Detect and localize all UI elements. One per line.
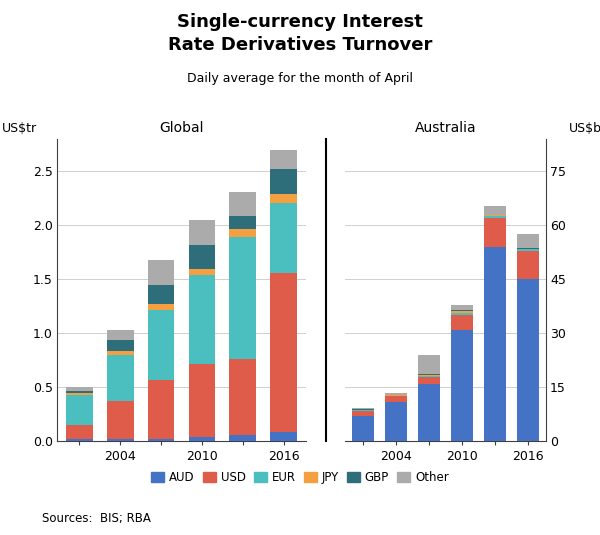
Bar [66, 439, 93, 441]
Bar [352, 411, 374, 416]
Bar [352, 408, 374, 409]
Bar [188, 245, 215, 269]
Bar [107, 330, 134, 340]
Bar [188, 220, 215, 245]
Bar [484, 218, 506, 247]
Bar [229, 360, 256, 435]
Bar [352, 410, 374, 411]
Bar [385, 396, 407, 402]
Bar [418, 384, 440, 441]
Bar [484, 205, 506, 215]
Bar [451, 311, 473, 312]
Bar [107, 351, 134, 355]
Text: Sources:  BIS; RBA: Sources: BIS; RBA [42, 513, 151, 525]
Bar [229, 435, 256, 441]
Bar [229, 238, 256, 360]
Bar [270, 273, 297, 432]
Bar [148, 439, 175, 441]
Text: Australia: Australia [415, 120, 476, 135]
Bar [148, 304, 175, 310]
Bar [107, 401, 134, 439]
Bar [229, 216, 256, 228]
Bar [484, 215, 506, 216]
Bar [188, 364, 215, 437]
Bar [418, 355, 440, 374]
Bar [270, 194, 297, 203]
Legend: AUD, USD, EUR, JPY, GBP, Other: AUD, USD, EUR, JPY, GBP, Other [146, 467, 454, 489]
Bar [451, 316, 473, 330]
Bar [484, 247, 506, 441]
Bar [148, 260, 175, 285]
Bar [451, 304, 473, 310]
Text: Single-currency Interest
Rate Derivatives Turnover: Single-currency Interest Rate Derivative… [168, 13, 432, 54]
Bar [270, 169, 297, 194]
Bar [517, 279, 539, 441]
Bar [270, 203, 297, 273]
Bar [66, 393, 93, 395]
Bar [517, 249, 539, 251]
Bar [188, 269, 215, 275]
Bar [229, 192, 256, 216]
Bar [418, 377, 440, 384]
Bar [188, 437, 215, 441]
Bar [352, 416, 374, 441]
Bar [385, 395, 407, 396]
Text: Global: Global [159, 120, 204, 135]
Bar [107, 340, 134, 351]
Bar [451, 310, 473, 311]
Text: Daily average for the month of April: Daily average for the month of April [187, 72, 413, 85]
Bar [148, 310, 175, 380]
Bar [484, 217, 506, 218]
Bar [66, 395, 93, 425]
Bar [484, 216, 506, 217]
Bar [418, 376, 440, 377]
Bar [270, 432, 297, 441]
Bar [517, 251, 539, 279]
Bar [66, 391, 93, 393]
Text: US$tr: US$tr [2, 121, 37, 135]
Bar [107, 355, 134, 401]
Text: US$b: US$b [569, 121, 600, 135]
Bar [188, 275, 215, 364]
Bar [66, 387, 93, 391]
Bar [148, 285, 175, 304]
Bar [385, 402, 407, 441]
Bar [107, 439, 134, 441]
Bar [66, 425, 93, 439]
Bar [451, 330, 473, 441]
Bar [451, 312, 473, 316]
Bar [148, 380, 175, 439]
Bar [418, 375, 440, 376]
Bar [385, 393, 407, 395]
Bar [270, 150, 297, 169]
Bar [229, 228, 256, 238]
Bar [517, 234, 539, 248]
